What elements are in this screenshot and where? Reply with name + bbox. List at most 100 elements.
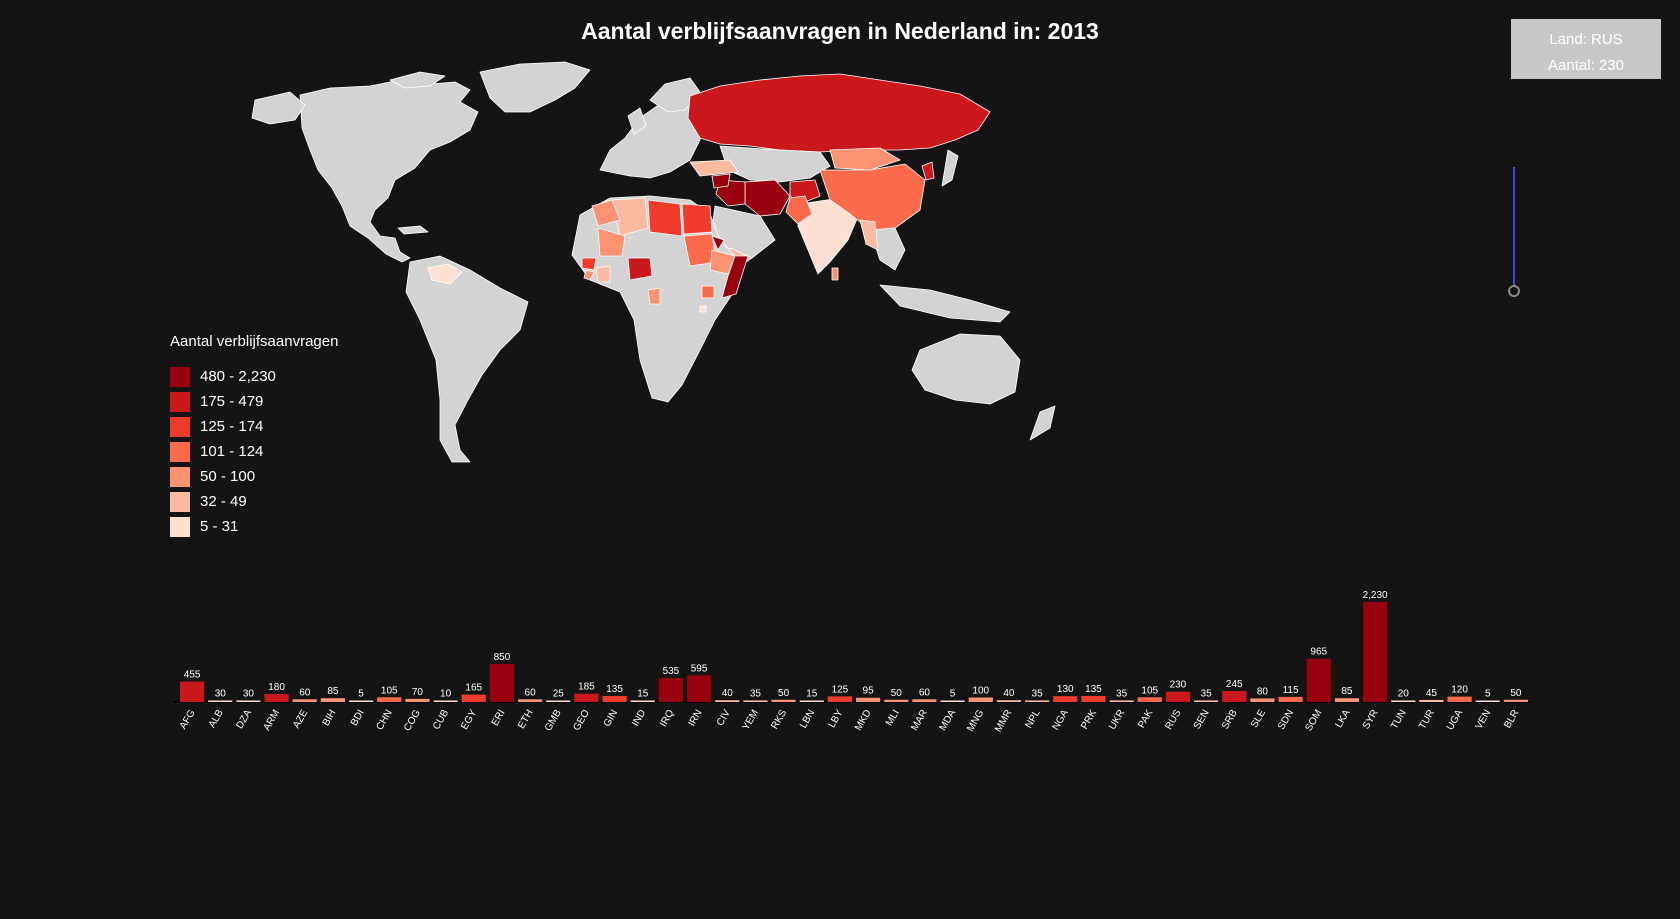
map-country-mmr[interactable] [859,219,879,251]
tick-label: MLI [884,708,902,728]
bar-gin[interactable] [602,695,627,702]
bar-sdn[interactable] [1278,696,1303,702]
map-country-lka[interactable] [831,267,839,281]
bar-gmb[interactable] [546,700,571,703]
tick-label: TUR [1417,708,1437,731]
bar-value-label: 35 [1116,688,1128,699]
map-country-civ[interactable] [595,265,611,283]
bar-eri[interactable] [489,663,515,702]
bar-dza[interactable] [236,700,261,703]
map-country-syr[interactable] [711,173,731,189]
bar-egy[interactable] [461,694,486,702]
map-korea[interactable] [921,161,935,181]
bar-cub[interactable] [433,700,458,703]
map-cuba[interactable] [397,225,429,235]
map-country-mar[interactable] [591,199,621,227]
map-australia[interactable] [911,333,1021,405]
map-country-ven[interactable] [427,263,463,285]
bar-som[interactable] [1306,658,1331,702]
map-country-cog[interactable] [647,287,661,305]
tick-label: ERI [490,708,508,728]
bar-yem[interactable] [743,700,768,702]
year-slider-track[interactable] [1513,167,1515,289]
map-north-america[interactable] [299,79,479,263]
tick-label: UGA [1445,708,1466,733]
bar-blr[interactable] [1503,699,1529,702]
bar-prk[interactable] [1081,695,1106,702]
bar-nga[interactable] [1053,696,1078,702]
map-se-asia[interactable] [869,227,906,271]
map-greenland[interactable] [479,61,591,113]
map-country-eri[interactable] [711,235,725,251]
bar-mmr[interactable] [996,700,1022,702]
map-country-som[interactable] [721,255,749,299]
tick-label: MAR [909,708,930,733]
bar-value-label: 60 [525,687,537,698]
bar-civ[interactable] [715,700,740,702]
bar-mli[interactable] [884,699,909,702]
map-country-uga[interactable] [701,285,715,299]
map-country-gin[interactable] [581,257,597,271]
bar-mda[interactable] [940,700,965,703]
bar-value-label: 85 [1341,686,1353,697]
tick-label: MNG [965,708,986,734]
bar-mar[interactable] [912,699,937,702]
map-country-dza[interactable] [611,197,649,237]
map-country-lby[interactable] [647,199,683,237]
bar-irn[interactable] [686,675,712,702]
bar-syr[interactable] [1362,602,1388,702]
tick-label: IRQ [658,708,677,729]
bar-cog[interactable] [405,698,430,702]
bar-srb[interactable] [1222,691,1247,702]
map-country-bdi[interactable] [699,305,707,313]
bar-ven[interactable] [1475,700,1500,703]
bar-rks[interactable] [771,699,796,702]
map-new-zealand[interactable] [1029,405,1056,441]
bar-bdi[interactable] [348,700,374,703]
bar-chn[interactable] [377,697,402,702]
map-central-asia[interactable] [719,145,831,183]
map-country-pak[interactable] [785,195,813,225]
bar-afg[interactable] [179,681,205,702]
bar-pak[interactable] [1137,697,1162,702]
bar-tur[interactable] [1419,699,1444,702]
bar-ind[interactable] [630,700,655,703]
bar-rus[interactable] [1165,691,1191,702]
bar-npl[interactable] [1024,700,1050,702]
map-indonesia[interactable] [879,284,1011,323]
bar-lbn[interactable] [799,700,824,703]
map-canada-islands[interactable] [389,71,446,89]
bar-bih[interactable] [320,698,346,702]
map-country-tur[interactable] [689,159,739,177]
bar-sle[interactable] [1250,698,1275,702]
bar-alb[interactable] [208,700,233,703]
map-country-nga[interactable] [627,257,653,281]
year-slider-handle[interactable] [1508,285,1520,297]
map-south-america[interactable] [405,255,529,463]
bar-tun[interactable] [1391,700,1416,703]
bar-lka[interactable] [1334,698,1360,702]
map-country-mng[interactable] [829,147,901,171]
map-country-chn[interactable] [819,163,926,231]
bar-aze[interactable] [292,699,317,702]
bar-geo[interactable] [574,693,599,702]
bar-eth[interactable] [517,699,543,702]
map-alaska[interactable] [251,91,306,125]
bar-mkd[interactable] [855,697,881,702]
bar-lby[interactable] [827,696,853,702]
map-uk[interactable] [627,107,647,135]
map-country-mli[interactable] [597,227,626,257]
map-country-sle[interactable] [583,269,595,281]
map-country-eth[interactable] [709,249,736,275]
map-scandinavia[interactable] [649,77,701,113]
map-japan[interactable] [941,149,959,187]
map-country-rus[interactable] [687,73,991,153]
bar-mng[interactable] [968,697,993,702]
bar-arm[interactable] [264,693,289,702]
bar-ukr[interactable] [1109,700,1134,702]
bar-sen[interactable] [1193,700,1219,702]
map-country-egy[interactable] [681,203,713,235]
bar-irq[interactable] [658,678,684,702]
bar-uga[interactable] [1447,696,1472,702]
